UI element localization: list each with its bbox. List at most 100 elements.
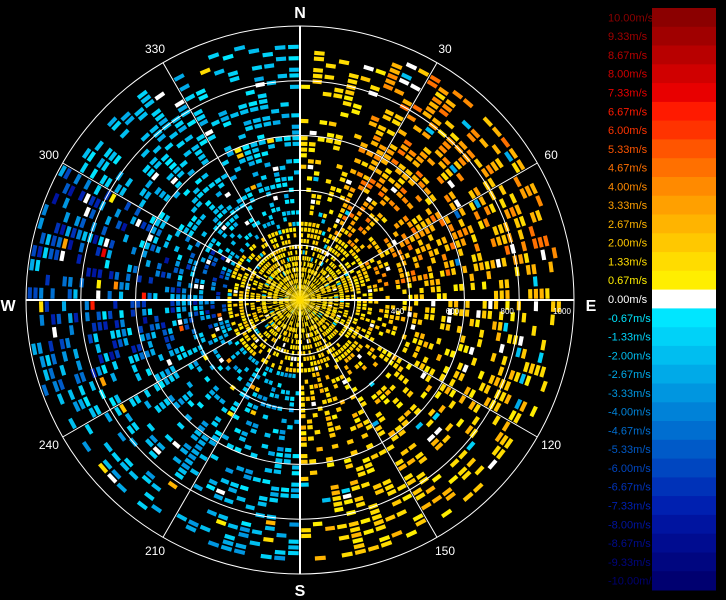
velocity-cell	[443, 215, 451, 225]
velocity-cell	[166, 358, 173, 366]
velocity-cell	[286, 159, 293, 164]
velocity-cell	[130, 246, 137, 255]
velocity-cell	[289, 320, 292, 326]
velocity-cell	[241, 317, 247, 322]
velocity-cell	[343, 498, 354, 505]
velocity-cell	[442, 140, 452, 150]
velocity-cell	[155, 270, 161, 277]
velocity-cell	[397, 365, 404, 373]
velocity-cell	[201, 158, 210, 166]
velocity-cell	[288, 550, 299, 556]
velocity-cell	[255, 220, 261, 226]
velocity-cell	[282, 271, 286, 276]
velocity-cell	[287, 290, 292, 294]
velocity-cell	[50, 235, 58, 247]
velocity-cell	[449, 259, 455, 268]
velocity-cell	[291, 124, 300, 129]
velocity-cell	[346, 348, 352, 354]
velocity-cell	[349, 242, 356, 248]
velocity-cell	[111, 120, 122, 131]
velocity-cell	[334, 230, 339, 236]
velocity-cell	[164, 368, 172, 376]
velocity-cell	[216, 296, 221, 300]
velocity-cell	[405, 529, 418, 538]
legend-label: -5.33m/s	[608, 444, 651, 456]
velocity-cell	[431, 494, 443, 504]
velocity-cell	[402, 289, 407, 295]
velocity-cell	[108, 151, 118, 162]
legend-swatch	[652, 533, 716, 553]
velocity-cell	[281, 229, 286, 234]
velocity-cell	[236, 233, 243, 240]
velocity-cell	[228, 217, 235, 224]
velocity-cell	[396, 357, 403, 364]
velocity-cell	[355, 501, 366, 508]
velocity-cell	[419, 362, 426, 370]
velocity-cell	[321, 231, 326, 236]
velocity-cell	[291, 210, 296, 215]
velocity-cell	[221, 329, 227, 334]
velocity-cell	[138, 240, 146, 248]
velocity-cell	[62, 197, 70, 209]
velocity-cell	[365, 424, 373, 431]
velocity-cell	[354, 281, 359, 285]
velocity-cell	[227, 300, 232, 304]
velocity-cell	[85, 312, 90, 322]
velocity-cell	[331, 248, 336, 254]
velocity-cell	[242, 144, 250, 151]
velocity-cell	[269, 288, 274, 291]
velocity-cell	[361, 432, 369, 439]
velocity-cell	[444, 422, 454, 432]
velocity-cell	[247, 232, 253, 238]
velocity-cell	[353, 340, 359, 346]
velocity-cell	[481, 281, 487, 290]
velocity-cell	[73, 173, 82, 185]
velocity-cell	[155, 228, 163, 237]
velocity-cell	[448, 202, 457, 211]
velocity-cell	[304, 322, 307, 327]
velocity-cell	[188, 229, 195, 237]
velocity-cell	[402, 386, 410, 394]
velocity-cell	[107, 310, 113, 320]
velocity-cell	[352, 320, 357, 325]
velocity-cell	[430, 286, 436, 293]
velocity-cell	[242, 349, 248, 356]
velocity-cell	[263, 537, 274, 543]
velocity-cell	[103, 238, 110, 248]
velocity-cell	[277, 365, 282, 370]
velocity-cell	[356, 303, 362, 307]
velocity-cell	[144, 491, 155, 502]
velocity-cell	[391, 62, 403, 70]
velocity-cell	[182, 394, 190, 402]
legend-label: -2.00m/s	[608, 350, 651, 362]
velocity-cell	[394, 113, 404, 122]
velocity-cell	[343, 229, 349, 236]
velocity-cell	[349, 212, 355, 219]
velocity-cell	[316, 194, 322, 200]
velocity-cell	[238, 303, 244, 307]
velocity-cell	[250, 302, 255, 305]
azimuth-spoke	[162, 62, 301, 301]
velocity-cell	[270, 329, 275, 335]
velocity-cell	[281, 265, 285, 271]
velocity-cell	[250, 452, 258, 459]
velocity-cell	[271, 207, 276, 213]
velocity-cell	[325, 392, 331, 398]
velocity-cell	[339, 374, 345, 380]
velocity-cell	[326, 328, 331, 333]
velocity-cell	[179, 159, 188, 168]
velocity-cell	[310, 326, 314, 331]
velocity-cell	[227, 289, 233, 293]
velocity-cell	[78, 242, 85, 253]
velocity-cell	[347, 192, 354, 198]
velocity-cell	[391, 118, 401, 127]
legend-swatch	[652, 252, 716, 272]
velocity-cell	[286, 326, 290, 331]
velocity-cell	[458, 140, 468, 151]
velocity-cell	[122, 234, 130, 243]
center-ray	[295, 260, 301, 301]
velocity-cell	[101, 364, 108, 375]
velocity-cell	[417, 68, 430, 77]
velocity-cell	[369, 258, 375, 264]
velocity-cell	[347, 225, 353, 231]
